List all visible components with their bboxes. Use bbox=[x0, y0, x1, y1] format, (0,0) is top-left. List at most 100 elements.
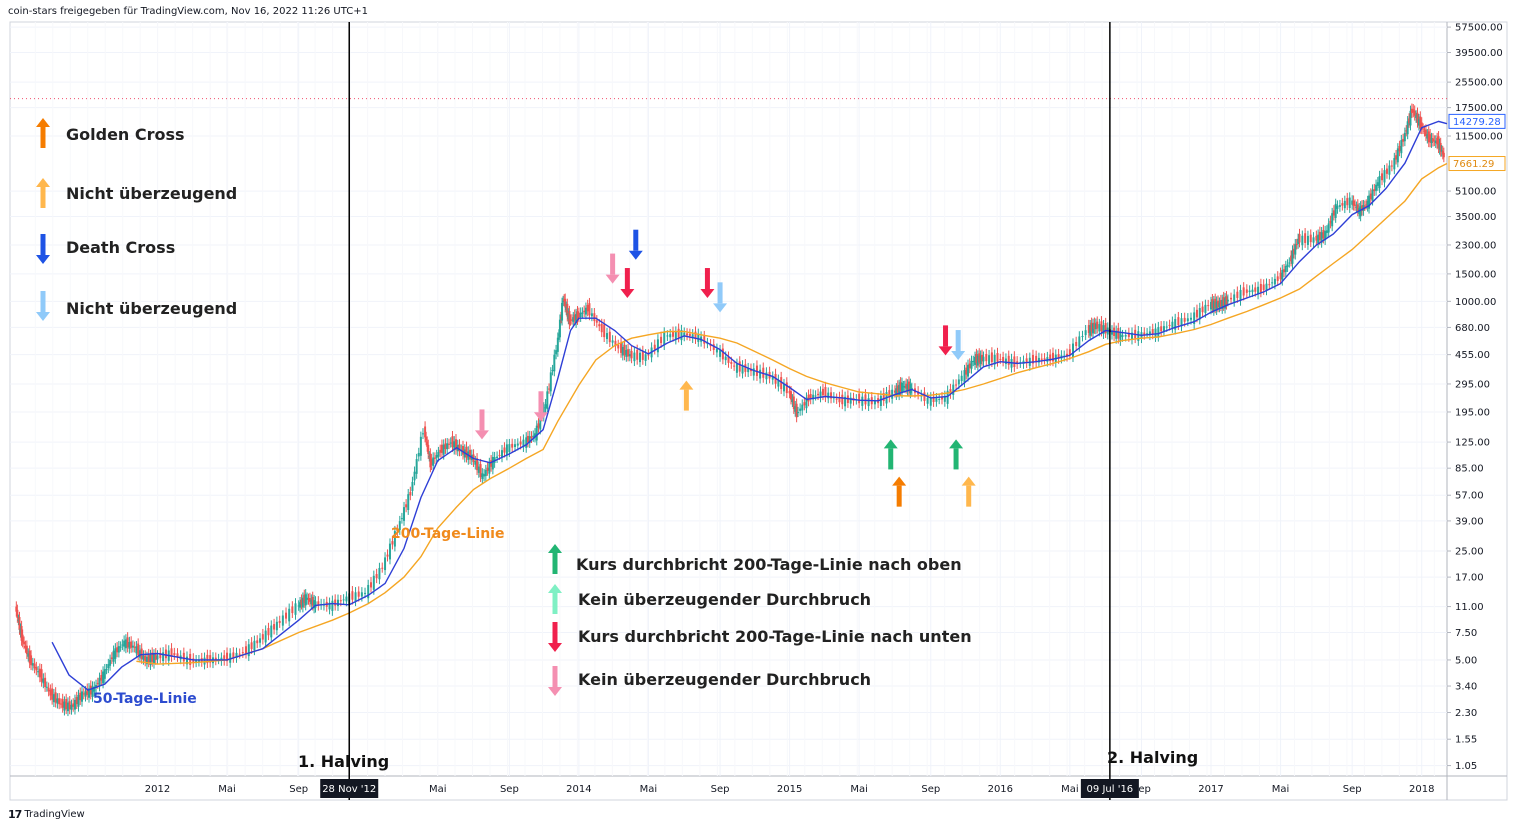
candle-body bbox=[1332, 210, 1335, 216]
candle-body bbox=[551, 370, 554, 372]
candle-body bbox=[1288, 262, 1291, 264]
candle-body bbox=[1373, 189, 1376, 192]
candle-body bbox=[819, 391, 822, 398]
legend-not-convincing-up-label: Nicht überzeugend bbox=[66, 184, 238, 203]
candle-body bbox=[569, 319, 572, 321]
candle-body bbox=[660, 336, 663, 344]
price-badge bbox=[1448, 113, 1506, 129]
arrow-shaft bbox=[40, 127, 46, 148]
candle-body bbox=[795, 403, 798, 418]
arrow-shaft bbox=[552, 593, 558, 614]
candle-body bbox=[1066, 353, 1069, 357]
candle-body bbox=[351, 591, 354, 600]
candle-body bbox=[18, 617, 21, 630]
y-tick-label: 5100.00 bbox=[1455, 187, 1496, 198]
candle-body bbox=[1031, 354, 1034, 364]
candle-body bbox=[1351, 200, 1354, 205]
candle-body bbox=[790, 391, 793, 400]
candle-body bbox=[52, 694, 55, 703]
arrow-shaft bbox=[610, 253, 616, 275]
candle-body bbox=[1312, 237, 1315, 243]
candle-body bbox=[1100, 321, 1103, 332]
candle-body bbox=[1295, 244, 1298, 246]
candle-body bbox=[893, 390, 896, 393]
candle-body bbox=[334, 599, 337, 606]
candle-body bbox=[895, 388, 898, 396]
signal-arrow bbox=[474, 409, 489, 440]
candle-body bbox=[311, 596, 314, 606]
y-tick-label: 25.00 bbox=[1455, 547, 1484, 558]
legend-break-up-label: Kurs durchbricht 200-Tage-Linie nach obe… bbox=[576, 555, 962, 574]
candle-body bbox=[437, 452, 440, 457]
candle-body bbox=[1186, 318, 1189, 322]
candle-body bbox=[1117, 328, 1120, 339]
candle-body bbox=[1180, 318, 1183, 327]
candle-body bbox=[968, 363, 971, 369]
candle-body bbox=[864, 394, 867, 405]
halving-date-label: 09 Jul '16 bbox=[1087, 784, 1134, 795]
candle-body bbox=[553, 354, 556, 372]
candle-body bbox=[838, 396, 841, 403]
candle-body bbox=[1078, 336, 1081, 347]
arrow-head bbox=[605, 274, 620, 284]
legend-arrow-icon bbox=[36, 118, 50, 148]
candle-body bbox=[144, 655, 147, 662]
candle-body bbox=[522, 439, 525, 448]
candle-body bbox=[123, 640, 126, 647]
candle-body bbox=[145, 656, 148, 665]
candle-body bbox=[317, 601, 320, 606]
candle-body bbox=[313, 600, 316, 609]
candle-body bbox=[407, 494, 410, 510]
candle-body bbox=[1119, 332, 1122, 341]
candle-body bbox=[151, 652, 154, 662]
candle-body bbox=[496, 456, 499, 459]
candle-body bbox=[1057, 354, 1060, 359]
candle-body bbox=[1393, 158, 1396, 170]
candle-body bbox=[206, 654, 209, 664]
candle-body bbox=[59, 703, 62, 705]
candle-body bbox=[1035, 355, 1038, 363]
candle-body bbox=[40, 669, 43, 682]
candle-body bbox=[1400, 140, 1403, 154]
signal-arrow bbox=[951, 330, 966, 361]
candle-body bbox=[400, 518, 403, 520]
candle-body bbox=[391, 541, 394, 545]
y-tick-label: 2300.00 bbox=[1455, 240, 1496, 251]
candle-body bbox=[1403, 132, 1406, 142]
candle-body bbox=[978, 353, 981, 363]
signal-arrow bbox=[713, 282, 728, 313]
candle-body bbox=[1242, 287, 1245, 296]
arrow-shaft bbox=[479, 409, 485, 431]
y-tick-label: 39500.00 bbox=[1455, 48, 1503, 59]
candle-body bbox=[1157, 327, 1160, 337]
candle-body bbox=[508, 444, 511, 453]
candle-body bbox=[1007, 355, 1010, 365]
candle-body bbox=[339, 600, 342, 602]
candle-body bbox=[1043, 358, 1046, 360]
candle-body bbox=[364, 592, 367, 594]
halving-1-label: 1. Halving bbox=[298, 752, 390, 771]
candle-body bbox=[421, 433, 424, 435]
candle-body bbox=[824, 387, 827, 398]
legend-death-cross-label: Death Cross bbox=[66, 238, 176, 257]
arrow-shaft bbox=[40, 291, 46, 312]
candle-body bbox=[821, 388, 824, 396]
candle-body bbox=[440, 444, 443, 453]
candle-body bbox=[1271, 282, 1274, 284]
candle-body bbox=[511, 443, 514, 448]
candle-body bbox=[568, 311, 571, 325]
arrow-shaft bbox=[966, 485, 972, 507]
candle-body bbox=[1375, 184, 1378, 191]
candle-body bbox=[182, 652, 185, 662]
candle-body bbox=[488, 462, 491, 474]
candle-body bbox=[451, 436, 454, 448]
candle-body bbox=[967, 364, 969, 377]
candle-body bbox=[86, 688, 89, 695]
candle-body bbox=[981, 354, 984, 361]
candle-body bbox=[841, 394, 844, 405]
candle-body bbox=[691, 334, 694, 339]
candle-body bbox=[1408, 118, 1411, 123]
candle-body bbox=[1110, 330, 1113, 335]
candle-body bbox=[963, 370, 966, 383]
